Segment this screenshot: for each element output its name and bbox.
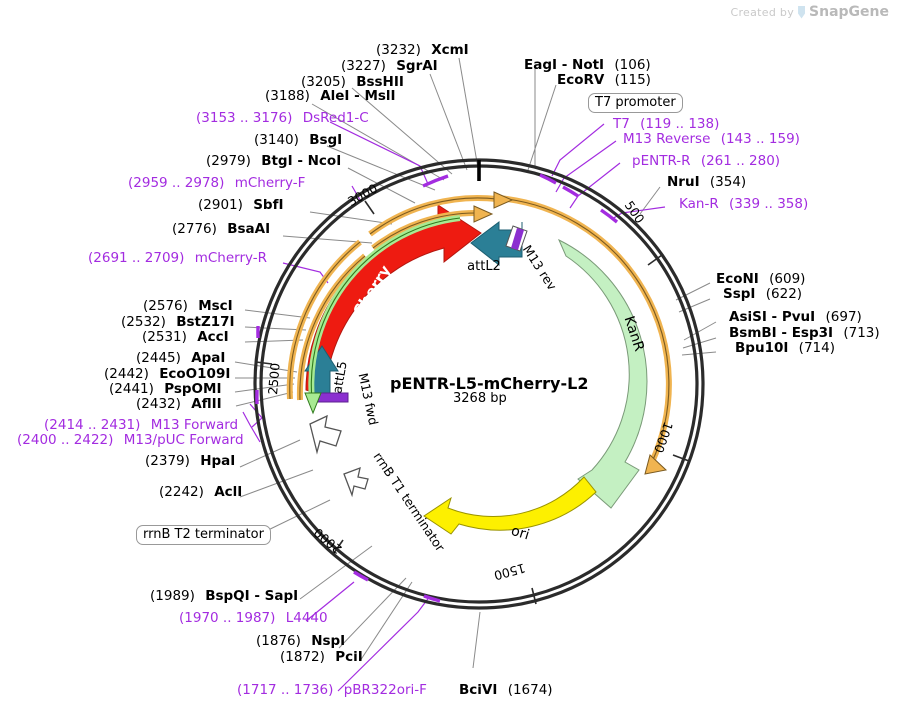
label-bsgi: (3140) BsgI <box>254 132 343 148</box>
label-mcherry-r: (2691 .. 2709) mCherry-R <box>88 250 268 266</box>
watermark-prefix: Created by <box>730 5 795 19</box>
label-ecoo109i: (2442) EcoO109I <box>104 366 231 382</box>
feature-rrnb-t1-terminator <box>309 414 369 498</box>
label-nspi: (1876) NspI <box>256 633 346 649</box>
label-dsred1-c: (3153 .. 3176) DsRed1-C <box>196 110 369 126</box>
page-title: pENTR-L5-mCherry-L2 <box>390 374 589 393</box>
label-xcmi: (3232) XcmI <box>376 42 469 58</box>
label-aflii: (2432) AflII <box>136 396 222 412</box>
label-bcivi: BciVI (1674) <box>459 682 553 698</box>
label-acli: (2242) AclI <box>159 484 243 500</box>
label-msci: (2576) MscI <box>143 298 233 314</box>
watermark-brand: SnapGene <box>809 4 889 20</box>
label-eagi-noti: EagI - NotI (106) <box>524 57 651 73</box>
label-bpu10i: Bpu10I (714) <box>735 340 835 356</box>
label-bstz17i: (2532) BstZ17I <box>121 314 235 330</box>
feature-label-m13-fwd: M13 fwd <box>356 372 382 427</box>
feature-m13-fwd <box>317 392 349 403</box>
label-mcherry-f: (2959 .. 2978) mCherry-F <box>128 175 306 191</box>
label-econi: EcoNI (609) <box>716 271 806 287</box>
label-sbfi: (2901) SbfI <box>198 197 284 213</box>
snapgene-watermark: Created by SnapGene <box>731 4 890 20</box>
feature-label-m13-rev: M13 rev <box>520 242 560 293</box>
feature-label-ori: ori <box>509 523 531 544</box>
label-alei-msli: (3188) AleI - MslI <box>265 88 396 104</box>
primer-arcs <box>286 191 672 475</box>
label-l4440: (1970 .. 1987) L4440 <box>179 610 328 626</box>
plasmid-length: 3268 bp <box>453 391 507 406</box>
backbone-feature-ticks <box>255 173 619 603</box>
label-m13-reverse: M13 Reverse (143 .. 159) <box>623 131 800 147</box>
label-bsshii: (3205) BssHII <box>301 74 404 90</box>
label-pbr322ori-f: (1717 .. 1736) pBR322ori-F <box>237 682 427 698</box>
label-m13-forward: (2414 .. 2431) M13 Forward <box>44 417 239 433</box>
boxed-label-rrnb-t2-terminator: rrnB T2 terminator <box>136 525 271 545</box>
label-pcii: (1872) PciI <box>280 649 363 665</box>
scale-ticks <box>255 200 690 605</box>
feature-m13-rev <box>505 225 528 252</box>
label-bspqi-sapi: (1989) BspQI - SapI <box>150 588 299 604</box>
feature-label-attl2: attL2 <box>467 259 501 274</box>
label-hpai: (2379) HpaI <box>145 453 236 469</box>
tick-label-2500: 2500 <box>265 362 283 396</box>
snapgene-flag-icon <box>798 5 806 19</box>
boxed-label-t7-promoter: T7 promoter <box>588 93 683 113</box>
label-t7: T7 (119 .. 138) <box>613 116 720 132</box>
label-m13-puc-forward: (2400 .. 2422) M13/pUC Forward <box>17 432 244 448</box>
label-kan-r: Kan-R (339 .. 358) <box>679 196 809 212</box>
label-apai: (2445) ApaI <box>136 350 226 366</box>
label-sgrai: (3227) SgrAI <box>341 58 438 74</box>
label-acci: (2531) AccI <box>142 329 229 345</box>
label-sspi: SspI (622) <box>723 286 803 302</box>
feature-ori <box>423 476 597 535</box>
label-btgi-ncoi: (2979) BtgI - NcoI <box>206 153 342 169</box>
label-pspomi: (2441) PspOMI <box>109 381 222 397</box>
feature-label-rrnb-t1-terminator: rrnB T1 terminator <box>371 449 449 555</box>
label-bsaai: (2776) BsaAI <box>172 221 271 237</box>
label-nrui: NruI (354) <box>667 174 747 190</box>
feature-label-attl5: attL5 <box>329 360 349 395</box>
label-bsmbi-esp3i: BsmBI - Esp3I (713) <box>729 325 880 341</box>
label-ecorv: EcoRV (115) <box>557 72 651 88</box>
label-pentr-r: pENTR-R (261 .. 280) <box>632 153 781 169</box>
label-asisi-pvui: AsiSI - PvuI (697) <box>729 309 862 325</box>
